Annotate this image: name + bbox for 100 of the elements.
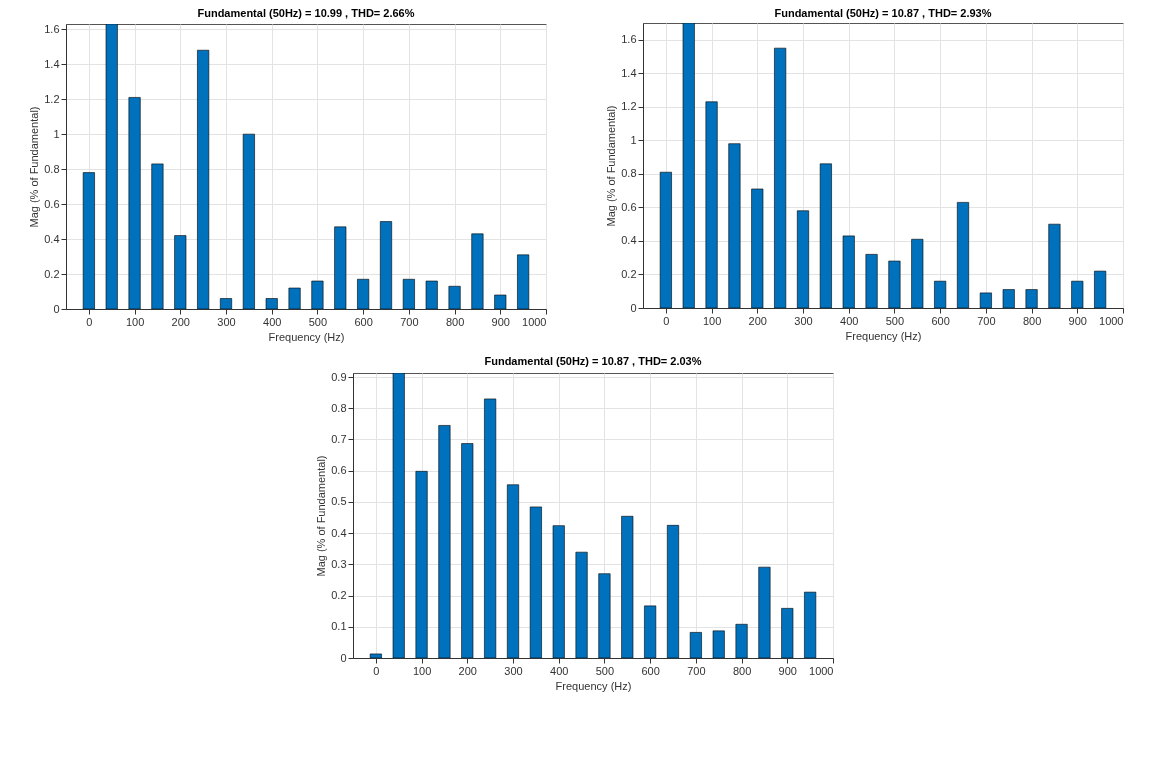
- x-tick-label: 800: [445, 315, 465, 328]
- bar: [781, 608, 794, 658]
- y-tick-label: 0: [53, 302, 60, 315]
- y-tick-label: 0.7: [331, 432, 347, 445]
- bar: [484, 398, 497, 658]
- bar: [1025, 289, 1038, 308]
- bar: [265, 298, 278, 309]
- y-tick-label: 0.6: [331, 464, 347, 477]
- bar: [471, 233, 484, 309]
- y-tick-label: 0.6: [621, 200, 637, 213]
- bar: [242, 133, 255, 309]
- x-tick-label: 600: [931, 314, 950, 327]
- x-tick-label: 700: [400, 315, 419, 328]
- y-tick-label: 0.4: [331, 526, 347, 539]
- x-tick-label: 1000: [522, 315, 547, 328]
- bar: [682, 23, 695, 308]
- y-axis-title: Mag (% of Fundamental): [315, 455, 328, 577]
- bar: [82, 172, 95, 309]
- x-tick-label: 100: [702, 314, 722, 327]
- x-tick-label: 200: [748, 314, 767, 327]
- bar: [151, 163, 164, 309]
- bar: [979, 292, 992, 308]
- bar: [529, 506, 542, 658]
- bar: [751, 188, 764, 308]
- y-tick-label: 0.2: [621, 267, 637, 280]
- y-tick-label: 0.5: [331, 495, 347, 508]
- bar: [334, 226, 347, 309]
- x-tick-label: 400: [840, 314, 859, 327]
- bar: [842, 235, 855, 308]
- x-tick-label: 100: [125, 315, 145, 328]
- bar: [666, 525, 680, 658]
- bar: [1071, 280, 1084, 308]
- bar: [735, 623, 748, 658]
- y-tick-label: 0.8: [331, 401, 347, 414]
- bar: [644, 605, 657, 658]
- bar: [796, 210, 810, 308]
- bar: [517, 254, 530, 309]
- bar: [438, 425, 451, 658]
- bar: [804, 591, 817, 658]
- y-tick-label: 0.8: [621, 167, 637, 180]
- y-tick-label: 0.1: [331, 620, 347, 633]
- y-tick-label: 1: [630, 133, 637, 146]
- bar: [575, 551, 588, 658]
- bar: [461, 443, 474, 658]
- y-tick-label: 0: [340, 651, 347, 664]
- y-tick-label: 0.3: [331, 557, 347, 570]
- bar: [598, 573, 611, 658]
- y-tick-label: 1.6: [621, 33, 637, 46]
- bar: [1094, 270, 1107, 308]
- x-tick-label: 300: [794, 314, 813, 327]
- y-tick-label: 0.6: [44, 197, 60, 210]
- y-tick-label: 1.2: [621, 100, 637, 113]
- bar: [448, 285, 461, 309]
- x-tick-label: 1000: [1099, 314, 1124, 327]
- bar: [105, 24, 118, 309]
- bar: [689, 632, 702, 658]
- bar: [911, 238, 924, 308]
- y-tick-label: 0.2: [331, 589, 347, 602]
- chart-title: Fundamental (50Hz) = 10.87 , THD= 2.93%: [774, 7, 992, 19]
- bar: [774, 47, 787, 308]
- y-tick-label: 0.2: [44, 267, 60, 280]
- bar: [1048, 223, 1061, 308]
- x-tick-label: 500: [595, 664, 615, 677]
- x-tick-label: 700: [977, 314, 996, 327]
- y-tick-label: 1.4: [621, 66, 637, 79]
- x-tick-label: 1000: [809, 664, 834, 677]
- bar: [174, 235, 187, 309]
- chart-title: Fundamental (50Hz) = 10.99 , THD= 2.66%: [197, 7, 415, 20]
- chart-title: Fundamental (50Hz) = 10.87 , THD= 2.03%: [484, 355, 702, 368]
- bar: [819, 163, 832, 308]
- x-axis-title: Frequency (Hz): [268, 330, 345, 343]
- x-tick-label: 500: [308, 315, 328, 328]
- x-tick-label: 200: [171, 315, 190, 328]
- bar: [197, 49, 210, 309]
- y-tick-label: 1.2: [44, 92, 60, 105]
- bar: [494, 294, 507, 309]
- x-tick-label: 300: [217, 315, 236, 328]
- y-tick-label: 1: [53, 127, 60, 140]
- x-tick-label: 400: [263, 315, 282, 328]
- y-tick-label: 0.4: [621, 234, 637, 247]
- bar: [712, 630, 725, 658]
- x-axis-title: Frequency (Hz): [555, 679, 632, 692]
- x-tick-label: 700: [687, 664, 706, 677]
- y-tick-label: 0.4: [44, 232, 60, 245]
- x-tick-label: 0: [86, 315, 93, 328]
- x-tick-label: 800: [732, 664, 752, 677]
- x-tick-label: 100: [412, 664, 432, 677]
- bar: [219, 298, 233, 309]
- x-axis-title: Frequency (Hz): [845, 329, 922, 342]
- x-tick-label: 400: [550, 664, 569, 677]
- bar: [402, 278, 415, 309]
- bar: [506, 484, 520, 658]
- bar: [415, 471, 428, 658]
- bar: [357, 278, 370, 309]
- bar: [659, 171, 672, 308]
- y-tick-label: 0: [630, 301, 637, 314]
- x-tick-label: 900: [778, 664, 797, 677]
- bar: [705, 101, 718, 308]
- y-tick-label: 1.4: [44, 57, 60, 70]
- x-tick-label: 500: [885, 314, 905, 327]
